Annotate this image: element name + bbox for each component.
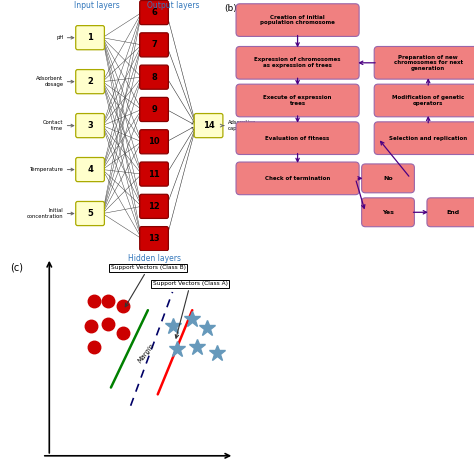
FancyBboxPatch shape [140, 65, 168, 89]
Text: Input layers: Input layers [74, 0, 120, 9]
Text: Yes: Yes [382, 210, 394, 215]
FancyBboxPatch shape [140, 33, 168, 57]
Text: Initial
concentration: Initial concentration [27, 208, 64, 219]
Text: 9: 9 [151, 105, 157, 114]
Text: Temperature: Temperature [29, 167, 64, 172]
Text: Output layers: Output layers [147, 0, 199, 9]
Text: Check of termination: Check of termination [265, 176, 330, 181]
Text: Evaluation of fitness: Evaluation of fitness [265, 136, 330, 141]
Text: Preparation of new
chromosomes for next
generation: Preparation of new chromosomes for next … [393, 55, 463, 71]
FancyBboxPatch shape [236, 122, 359, 155]
Text: 11: 11 [148, 170, 160, 179]
FancyBboxPatch shape [236, 46, 359, 79]
FancyBboxPatch shape [140, 97, 168, 121]
FancyBboxPatch shape [362, 164, 414, 193]
FancyBboxPatch shape [140, 130, 168, 154]
FancyBboxPatch shape [76, 157, 104, 182]
FancyBboxPatch shape [362, 198, 414, 227]
FancyBboxPatch shape [194, 114, 223, 137]
Text: 10: 10 [148, 137, 160, 146]
FancyBboxPatch shape [236, 84, 359, 117]
Text: Execute of expression
trees: Execute of expression trees [264, 95, 332, 106]
Text: 6: 6 [151, 8, 157, 17]
Text: 2: 2 [87, 77, 93, 86]
Text: pH: pH [56, 35, 64, 40]
FancyBboxPatch shape [140, 162, 168, 186]
Text: 7: 7 [151, 40, 157, 49]
FancyBboxPatch shape [76, 201, 104, 226]
Text: Support Vectors (Class B): Support Vectors (Class B) [111, 265, 186, 307]
Text: (b): (b) [225, 4, 237, 13]
Text: Modification of genetic
operators: Modification of genetic operators [392, 95, 465, 106]
Text: 12: 12 [148, 202, 160, 211]
FancyBboxPatch shape [140, 0, 168, 25]
Text: Margin: Margin [137, 343, 156, 365]
Text: Creation of initial
population chromosome: Creation of initial population chromosom… [260, 15, 335, 26]
Text: 1: 1 [87, 33, 93, 42]
Text: Hidden layers: Hidden layers [128, 254, 181, 263]
Text: (c): (c) [10, 263, 23, 273]
FancyBboxPatch shape [140, 227, 168, 251]
Text: 8: 8 [151, 73, 157, 82]
FancyBboxPatch shape [374, 46, 474, 79]
Text: 5: 5 [87, 209, 93, 218]
Text: Adsorption
capacity: Adsorption capacity [228, 120, 256, 131]
FancyBboxPatch shape [76, 26, 104, 50]
FancyBboxPatch shape [374, 122, 474, 155]
Text: Adsorbent
dosage: Adsorbent dosage [36, 76, 64, 87]
FancyBboxPatch shape [427, 198, 474, 227]
FancyBboxPatch shape [76, 114, 104, 137]
FancyBboxPatch shape [374, 84, 474, 117]
Text: 4: 4 [87, 165, 93, 174]
FancyBboxPatch shape [236, 4, 359, 36]
Text: 14: 14 [203, 121, 214, 130]
Text: 3: 3 [87, 121, 93, 130]
FancyBboxPatch shape [236, 162, 359, 195]
FancyBboxPatch shape [76, 70, 104, 94]
Text: Expression of chromosomes
as expression of trees: Expression of chromosomes as expression … [255, 57, 341, 68]
Text: Selection and replication: Selection and replication [389, 136, 467, 141]
Text: Support Vectors (Class A): Support Vectors (Class A) [153, 281, 228, 338]
Text: 13: 13 [148, 234, 160, 243]
Text: No: No [383, 176, 393, 181]
Text: Contact
time: Contact time [43, 120, 64, 131]
FancyBboxPatch shape [140, 194, 168, 219]
Text: End: End [447, 210, 460, 215]
